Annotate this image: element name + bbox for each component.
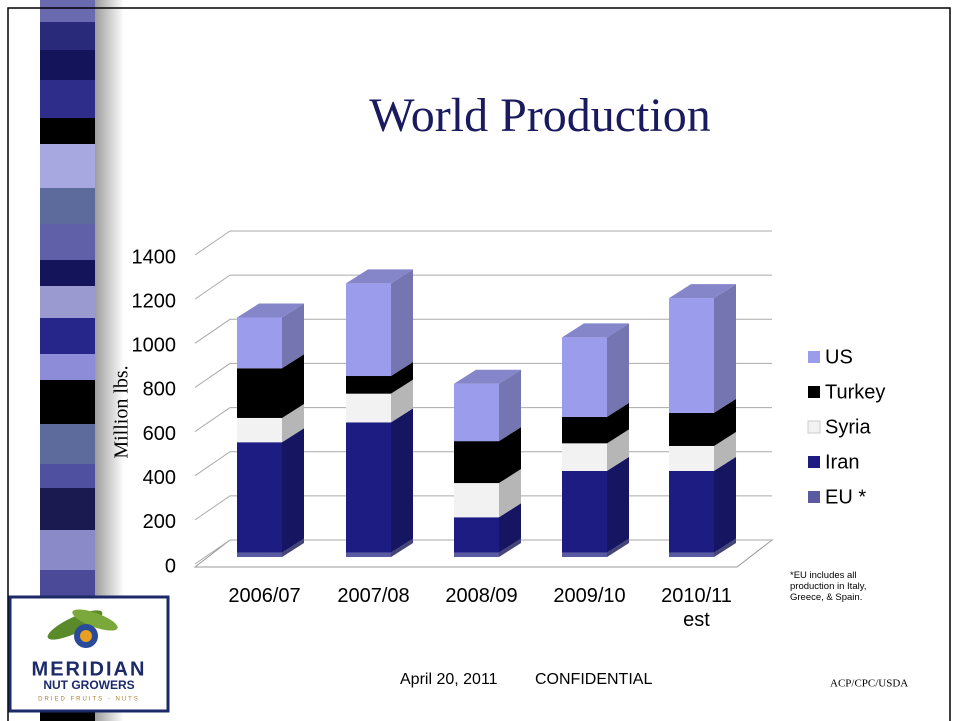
x-tick-label: 2008/09 [445,585,518,607]
y-tick-label: 1200 [132,290,177,312]
bar-segment [669,445,714,471]
bar-segment [237,552,282,557]
logo: MERIDIAN NUT GROWERS DRIED FRUITS - NUTS [8,595,170,713]
y-tick-label: 800 [143,379,176,401]
grid-line [194,318,772,344]
bar-segment [237,417,282,443]
legend-swatch [808,491,820,503]
decor-stripes [40,0,95,721]
grid-line [194,274,772,300]
bar-top [669,284,736,299]
footer-label: CONFIDENTIAL [535,671,652,688]
bar-segment [346,393,391,423]
bar-segment [346,552,391,557]
bar-side [391,379,413,423]
bar-segment [562,552,607,557]
bar-segment [562,443,607,471]
x-tick-label: 2009/10 [553,585,626,607]
grid-line [194,230,772,256]
bar-side [714,431,736,471]
y-tick-label: 1000 [132,335,177,357]
bar-top [237,303,304,318]
legend-label: Iran [825,451,859,473]
bar-segment [669,298,714,413]
legend-swatch [807,420,821,434]
slide-title: World Production [369,89,710,142]
y-axis-label: Million lbs. [111,365,133,458]
x-tick-label: 2010/11 est [661,585,732,631]
bar-side [391,269,413,377]
bar-side [282,303,304,369]
bar-top [454,369,521,384]
legend-label: EU * [825,486,866,508]
bar-segment [454,441,499,484]
bar-segment [237,317,282,369]
bar-side [391,408,413,553]
bar-side [714,538,736,557]
bar-side [282,403,304,443]
slide-border [7,7,951,721]
bar-side [391,362,413,394]
bar-top [346,269,413,284]
bar-segment [669,412,714,446]
bar-side [282,428,304,553]
footer-date: April 20, 2011 [400,671,498,688]
bar-segment [237,442,282,553]
bar-side [607,402,629,444]
bar-side [607,538,629,557]
bar-side [499,469,521,518]
legend-swatch [808,351,820,363]
bar-side [714,398,736,446]
footer-source: ACP/CPC/USDA [830,678,908,690]
logo-sub: NUT GROWERS [43,678,134,692]
bar-side [714,284,736,413]
logo-name: MERIDIAN [32,658,147,680]
bar-segment [562,416,607,444]
bar-side [499,427,521,484]
bar-side [499,503,521,553]
bar-side [607,429,629,471]
y-tick-label: 600 [143,423,176,445]
logo-tag: DRIED FRUITS - NUTS [38,697,140,703]
legend-swatch [808,386,820,398]
bar-side [282,354,304,418]
footnote: *EU includes all production in Italy, Gr… [790,570,867,603]
bar-segment [454,517,499,553]
bar-segment [237,368,282,418]
bar-segment [562,337,607,417]
legend-label: Syria [825,416,871,438]
legend-swatch [808,456,820,468]
bar-side [282,538,304,557]
legend-label: US [825,346,853,368]
bar-segment [346,376,391,394]
bar-segment [454,383,499,442]
y-tick-label: 1400 [132,246,177,268]
legend-label: Turkey [825,381,885,403]
bar-side [499,538,521,557]
bar-side [714,456,736,553]
y-tick-label: 400 [143,467,176,489]
bar-side [607,456,629,553]
x-tick-label: 2006/07 [228,585,301,607]
bar-top [562,323,629,338]
x-tick-label: 2007/08 [337,585,410,607]
bar-segment [346,422,391,553]
y-tick-label: 0 [165,555,176,577]
y-tick-label: 200 [143,511,176,533]
bar-segment [669,552,714,557]
bar-segment [669,470,714,553]
bar-side [607,323,629,417]
bar-segment [454,552,499,557]
bar-segment [346,283,391,377]
bar-segment [562,470,607,553]
bar-segment [454,483,499,518]
bar-side [499,369,521,442]
bar-side [391,538,413,557]
